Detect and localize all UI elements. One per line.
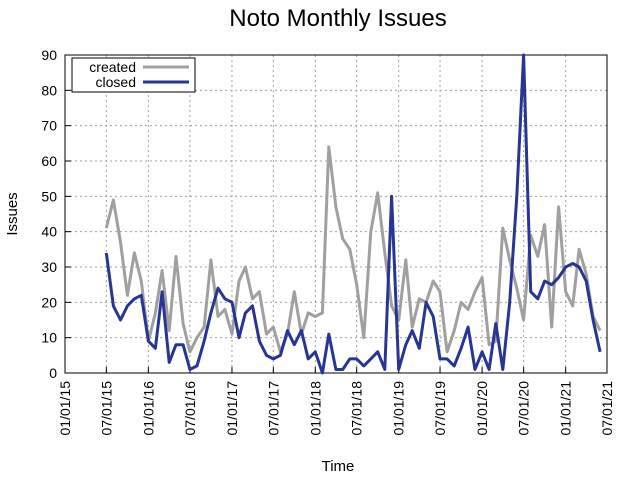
x-tick-label: 01/01/21	[558, 381, 574, 436]
x-tick-label: 07/01/16	[182, 381, 198, 436]
x-tick-label: 01/01/20	[474, 381, 490, 436]
x-tick-label: 01/01/15	[57, 381, 73, 436]
plot-border	[64, 54, 608, 374]
y-tick-label: 70	[41, 118, 57, 134]
y-tick-label: 30	[41, 259, 57, 275]
y-tick-label: 0	[49, 365, 57, 381]
y-tick-label: 50	[41, 188, 57, 204]
x-tick-label: 01/01/19	[391, 381, 407, 436]
x-tick-label: 01/01/18	[307, 381, 323, 436]
x-tick-label: 07/01/20	[516, 381, 532, 436]
x-tick-label: 07/01/19	[432, 381, 448, 436]
x-tick-label: 01/01/17	[224, 381, 240, 436]
y-tick-label: 10	[41, 330, 57, 346]
x-tick-label: 07/01/17	[265, 381, 281, 436]
legend-label: closed	[96, 74, 136, 90]
y-tick-label: 20	[41, 294, 57, 310]
x-axis-label: Time	[322, 458, 355, 475]
y-tick-label: 90	[41, 47, 57, 63]
x-tick-label: 07/01/15	[98, 381, 114, 436]
x-tick-label: 07/01/21	[599, 381, 615, 436]
series-line	[104, 53, 602, 375]
y-tick-label: 60	[41, 153, 57, 169]
y-tick-label: 80	[41, 82, 57, 98]
y-axis-label: Issues	[4, 192, 21, 235]
x-tick-label: 01/01/16	[140, 381, 156, 436]
legend-box	[71, 57, 196, 93]
x-tick-label: 07/01/18	[349, 381, 365, 436]
chart-title: Noto Monthly Issues	[229, 5, 446, 32]
series-line	[104, 145, 602, 354]
y-tick-label: 40	[41, 224, 57, 240]
legend-label: created	[89, 59, 136, 75]
